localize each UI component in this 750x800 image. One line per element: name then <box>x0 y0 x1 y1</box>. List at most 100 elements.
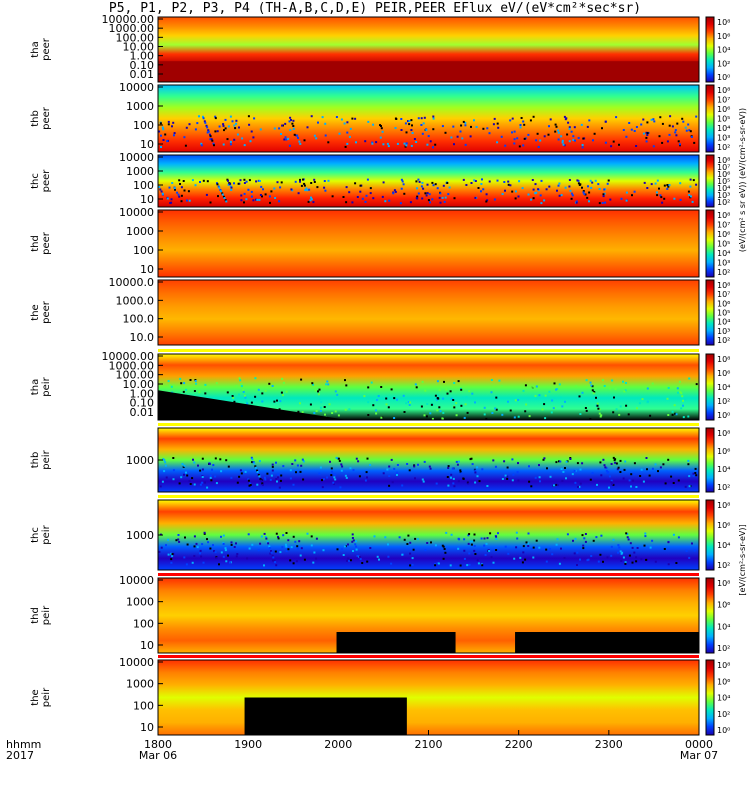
speckle <box>654 182 657 185</box>
speckle <box>581 534 584 537</box>
speckle <box>628 122 631 124</box>
speckle <box>229 185 232 188</box>
speckle <box>405 142 408 145</box>
colorbar-tick-label: 10⁶ <box>717 230 730 239</box>
speckle <box>310 196 312 199</box>
speckle <box>431 417 434 420</box>
speckle <box>690 195 692 198</box>
speckle <box>590 186 593 189</box>
speckle <box>258 460 261 463</box>
speckle <box>212 464 215 467</box>
speckle <box>635 556 638 559</box>
speckle <box>422 187 425 190</box>
speckle <box>284 543 287 546</box>
speckle <box>476 466 479 469</box>
speckle <box>579 413 582 415</box>
speckle <box>520 117 523 119</box>
speckle <box>527 545 530 547</box>
speckle <box>357 460 360 463</box>
speckle <box>460 472 463 475</box>
time-axis-row1-label: hhmm <box>6 738 41 751</box>
speckle <box>684 398 687 401</box>
speckle <box>490 391 493 394</box>
speckle <box>460 124 463 127</box>
speckle <box>355 540 358 543</box>
speckle <box>243 182 246 184</box>
speckle <box>323 180 326 182</box>
quality-flag-strip <box>158 423 699 426</box>
speckle <box>638 402 641 405</box>
speckle <box>530 485 533 488</box>
speckle <box>246 557 249 560</box>
speckle <box>492 459 495 462</box>
speckle <box>623 390 626 393</box>
time-tick-label: 2300 <box>595 738 623 751</box>
speckle <box>473 539 476 542</box>
speckle <box>222 542 225 545</box>
speckle <box>421 132 424 135</box>
time-axis-labels: (eV/(cm² s sr eV)) (eV/(cm²-s-sr-eV))[eV… <box>6 108 747 762</box>
speckle <box>307 200 310 203</box>
speckle <box>271 385 274 387</box>
speckle <box>164 461 167 464</box>
speckle <box>450 533 453 536</box>
speckle <box>310 182 313 184</box>
speckle <box>322 549 325 552</box>
speckle <box>285 545 288 548</box>
colorbar-tick-label: 10² <box>717 268 730 277</box>
speckle <box>218 563 220 566</box>
speckle <box>530 198 533 201</box>
speckle <box>385 403 388 406</box>
speckle <box>263 564 265 567</box>
speckle <box>248 547 251 550</box>
speckle <box>658 135 661 138</box>
speckle <box>225 560 228 563</box>
speckle <box>366 178 369 181</box>
speckle <box>432 146 434 149</box>
speckle <box>398 536 401 539</box>
speckle <box>447 484 450 487</box>
speckle <box>436 187 439 190</box>
speckle <box>691 542 693 545</box>
speckle <box>534 183 537 186</box>
speckle <box>572 135 575 138</box>
speckle <box>346 559 348 562</box>
speckle <box>588 119 591 122</box>
colorbar-tick-label: 10⁸ <box>717 156 730 165</box>
time-tick-label: 1800 <box>144 738 172 751</box>
speckle <box>206 486 209 489</box>
speckle <box>560 468 563 470</box>
speckle <box>498 379 501 382</box>
speckle <box>556 484 559 487</box>
speckle <box>537 146 540 148</box>
speckle <box>367 120 370 123</box>
speckle <box>675 413 678 416</box>
speckle <box>649 546 652 549</box>
speckle <box>455 402 458 405</box>
speckle <box>473 179 476 182</box>
speckle <box>623 468 626 471</box>
speckle <box>577 182 580 185</box>
speckle <box>355 141 357 144</box>
speckle <box>451 467 454 470</box>
speckle <box>558 562 561 565</box>
speckle <box>514 197 517 200</box>
speckle <box>217 185 220 188</box>
speckle <box>432 128 435 131</box>
speckle <box>575 385 578 388</box>
speckle <box>332 481 335 484</box>
speckle <box>393 417 396 419</box>
speckle <box>207 541 210 544</box>
speckle <box>387 145 390 148</box>
speckle <box>517 415 520 418</box>
speckle <box>214 457 217 460</box>
speckle <box>426 143 429 146</box>
speckle <box>427 199 430 202</box>
speckle <box>178 482 181 485</box>
speckle <box>200 555 203 558</box>
speckle <box>590 384 593 387</box>
speckle <box>579 482 582 485</box>
speckle <box>252 136 255 139</box>
speckle <box>644 535 647 538</box>
